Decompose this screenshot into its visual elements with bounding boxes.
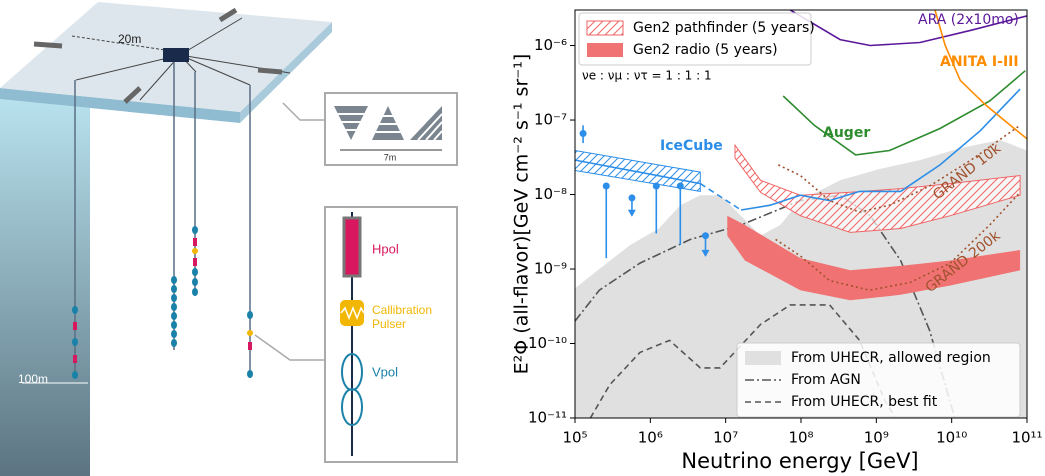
- series-label: IceCube: [660, 138, 723, 154]
- hpol-antenna: [342, 216, 362, 278]
- data-point: [652, 182, 660, 190]
- legend-box: [736, 342, 1021, 418]
- depth-label: 100m: [18, 372, 48, 386]
- legend-box: [578, 12, 812, 66]
- x-tick-label: 10⁹: [864, 429, 889, 447]
- series-line: [575, 159, 701, 185]
- vpol-antenna: [341, 388, 363, 426]
- series-label: ANITA I-III: [940, 54, 1019, 70]
- connector: [282, 102, 325, 121]
- y-tick-label: 10⁻⁷: [534, 111, 567, 129]
- hpol-label: Hpol: [372, 241, 399, 256]
- calibration-label: Pulser: [372, 317, 406, 331]
- series-band: [727, 215, 1021, 301]
- legend-label: Gen2 pathfinder (5 years): [633, 20, 815, 36]
- central-box: [163, 48, 189, 62]
- series-band: [734, 143, 1021, 233]
- legend-label: From UHECR, allowed region: [791, 350, 991, 366]
- x-tick-label: 10⁷: [713, 429, 738, 447]
- x-tick-label: 10⁵: [562, 429, 587, 447]
- limit-arrow: [627, 209, 636, 217]
- legend-label: Gen2 radio (5 years): [633, 42, 778, 58]
- y-tick-label: 10⁻⁶: [534, 36, 567, 54]
- legend-label: From UHECR, best fit: [791, 394, 938, 410]
- x-tick-label: 10¹¹: [1011, 429, 1042, 447]
- series-label: ARA (2x10mo): [918, 12, 1019, 28]
- series-line: [699, 182, 742, 211]
- station-width-label: 7m: [384, 152, 397, 162]
- string-antennas: [72, 226, 253, 379]
- y-tick-label: 10⁻¹⁰: [528, 334, 567, 352]
- pulser-markers: [192, 248, 253, 336]
- data-point: [628, 194, 636, 202]
- series-label: Auger: [823, 125, 870, 141]
- annotation: νe : νμ : ντ = 1 : 1 : 1: [582, 69, 712, 83]
- station-diagram: 20m 100m 7m: [0, 2, 458, 476]
- calibration-pulser: [340, 300, 364, 326]
- data-point: [702, 232, 710, 240]
- x-tick-label: 10¹⁰: [936, 429, 967, 447]
- legend-swatch: [586, 20, 624, 36]
- x-axis-label: Neutrino energy [GeV]: [681, 449, 918, 473]
- ice-column: [0, 98, 90, 476]
- connector: [254, 334, 325, 361]
- series-line: [934, 10, 1027, 140]
- series-band: [575, 149, 701, 192]
- limit-arrow: [701, 249, 710, 257]
- y-tick-label: 10⁻⁸: [534, 185, 567, 203]
- legend-label: From AGN: [791, 372, 861, 388]
- spacing-line: [71, 35, 166, 51]
- surface-antennas: [33, 7, 283, 104]
- series-line: [789, 10, 1027, 47]
- calibration-label: Callibration: [372, 303, 432, 317]
- x-tick-label: 10⁸: [788, 429, 813, 447]
- series-line: [740, 88, 1021, 211]
- plate-edge: [0, 88, 240, 123]
- series-line: [775, 191, 1021, 292]
- y-tick-label: 10⁻⁹: [534, 260, 567, 278]
- data-point: [602, 182, 610, 190]
- data-point: [579, 129, 587, 137]
- legend-swatch: [745, 351, 781, 365]
- x-tick-label: 10⁶: [638, 429, 663, 447]
- icon-stripes: [334, 113, 443, 141]
- vpol-label: Vpol: [372, 364, 398, 379]
- series-line: [782, 70, 1026, 156]
- hpol-markers: [73, 238, 252, 363]
- spacing-label: 20m: [118, 32, 141, 46]
- y-tick-label: 10⁻¹¹: [528, 409, 567, 427]
- series-line: [777, 124, 1021, 213]
- y-axis-label: E²Φ (all-flavor)[GeV cm⁻² s⁻¹ sr⁻¹]: [511, 54, 533, 375]
- data-point: [676, 182, 684, 190]
- legend-swatch: [587, 43, 623, 57]
- pulse-icon: [340, 305, 365, 321]
